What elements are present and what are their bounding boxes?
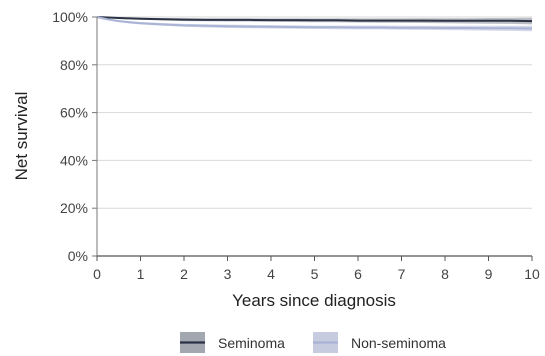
legend: Seminoma Non-seminoma (180, 332, 446, 353)
y-tick-label: 40% (60, 152, 88, 168)
legend-label-seminoma: Seminoma (218, 335, 285, 351)
legend-item-non-seminoma: Non-seminoma (313, 332, 446, 353)
x-axis-title: Years since diagnosis (232, 291, 396, 310)
x-tick-label: 10 (524, 266, 540, 282)
legend-label-non-seminoma: Non-seminoma (351, 335, 446, 351)
survival-lines (96, 16, 533, 30)
axes (96, 17, 532, 257)
x-tick-label: 5 (311, 266, 319, 282)
series-line-seminoma (96, 16, 533, 23)
y-tick-labels: 0% 20% 40% 60% 80% 100% (52, 9, 97, 264)
legend-item-seminoma: Seminoma (180, 332, 285, 353)
series-line-non-seminoma (96, 16, 533, 30)
x-tick-labels: 0 1 2 3 4 5 6 7 8 9 10 (93, 256, 540, 282)
x-tick-label: 7 (398, 266, 406, 282)
x-tick-label: 2 (180, 266, 188, 282)
y-tick-label: 100% (52, 9, 88, 25)
y-axis-title: Net survival (12, 92, 31, 181)
y-tick-label: 0% (68, 248, 88, 264)
y-tick-label: 80% (60, 57, 88, 73)
gridlines (97, 16, 532, 209)
x-tick-label: 1 (137, 266, 145, 282)
x-tick-label: 6 (354, 266, 362, 282)
x-tick-label: 9 (485, 266, 493, 282)
x-tick-label: 8 (441, 266, 449, 282)
x-tick-label: 0 (93, 266, 101, 282)
x-tick-label: 4 (267, 266, 275, 282)
x-tick-label: 3 (224, 266, 232, 282)
y-tick-label: 20% (60, 200, 88, 216)
y-tick-label: 60% (60, 105, 88, 121)
